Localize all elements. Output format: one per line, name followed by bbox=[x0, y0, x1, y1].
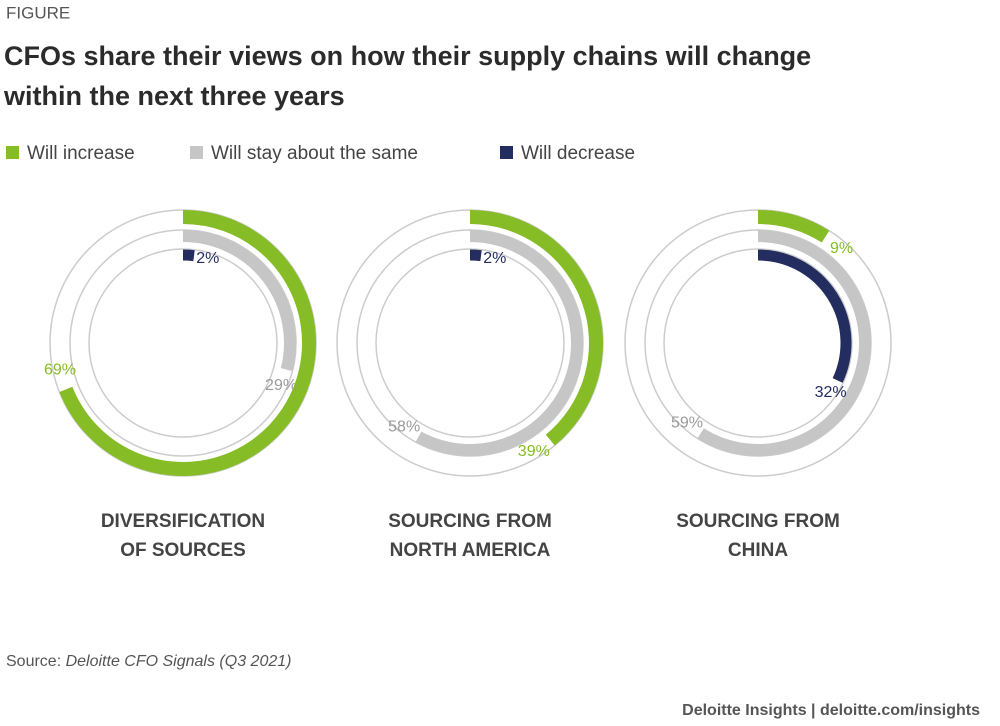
legend-label: Will decrease bbox=[521, 143, 635, 164]
value-label: 9% bbox=[830, 240, 853, 257]
source-text: Deloitte CFO Signals (Q3 2021) bbox=[66, 653, 292, 670]
value-label: 69% bbox=[44, 361, 76, 378]
chart-title: SOURCING FROM bbox=[388, 511, 552, 532]
arc-bar bbox=[182, 249, 195, 262]
arc-bar bbox=[59, 210, 316, 476]
legend-swatch bbox=[190, 146, 203, 159]
chart-title: NORTH AMERICA bbox=[390, 540, 551, 561]
legend-label: Will increase bbox=[27, 143, 135, 164]
source: Source: Deloitte CFO Signals (Q3 2021) bbox=[6, 653, 291, 670]
chart-title: DIVERSIFICATION bbox=[101, 511, 265, 532]
footer: Deloitte Insights | deloitte.com/insight… bbox=[682, 702, 980, 719]
chart-title: CHINA bbox=[728, 540, 788, 561]
legend-swatch bbox=[500, 146, 513, 159]
value-label: 2% bbox=[483, 250, 506, 267]
arc-bar bbox=[697, 230, 871, 456]
guide-ring bbox=[375, 248, 565, 438]
value-label: 39% bbox=[518, 443, 550, 460]
value-label: 29% bbox=[265, 377, 297, 394]
figure-label: FIGURE bbox=[6, 3, 70, 22]
title-line: within the next three years bbox=[3, 81, 345, 111]
title-line: CFOs share their views on how their supp… bbox=[4, 41, 811, 71]
chart-title: SOURCING FROM bbox=[676, 511, 840, 532]
source-label: Source: bbox=[6, 653, 61, 670]
arc-bar bbox=[757, 249, 852, 383]
arc-bar bbox=[182, 230, 296, 372]
value-label: 58% bbox=[388, 419, 420, 436]
guide-ring bbox=[88, 248, 278, 438]
arc-bar bbox=[469, 210, 603, 446]
arc-bar bbox=[415, 230, 583, 456]
guide-ring bbox=[663, 248, 853, 438]
value-label: 2% bbox=[196, 250, 219, 267]
value-label: 59% bbox=[671, 414, 703, 431]
value-label: 32% bbox=[815, 384, 847, 401]
arc-bar bbox=[757, 210, 830, 243]
chart-title: OF SOURCES bbox=[120, 540, 246, 561]
legend-label: Will stay about the same bbox=[211, 143, 418, 164]
arc-bar bbox=[469, 249, 482, 262]
legend-swatch bbox=[6, 146, 19, 159]
